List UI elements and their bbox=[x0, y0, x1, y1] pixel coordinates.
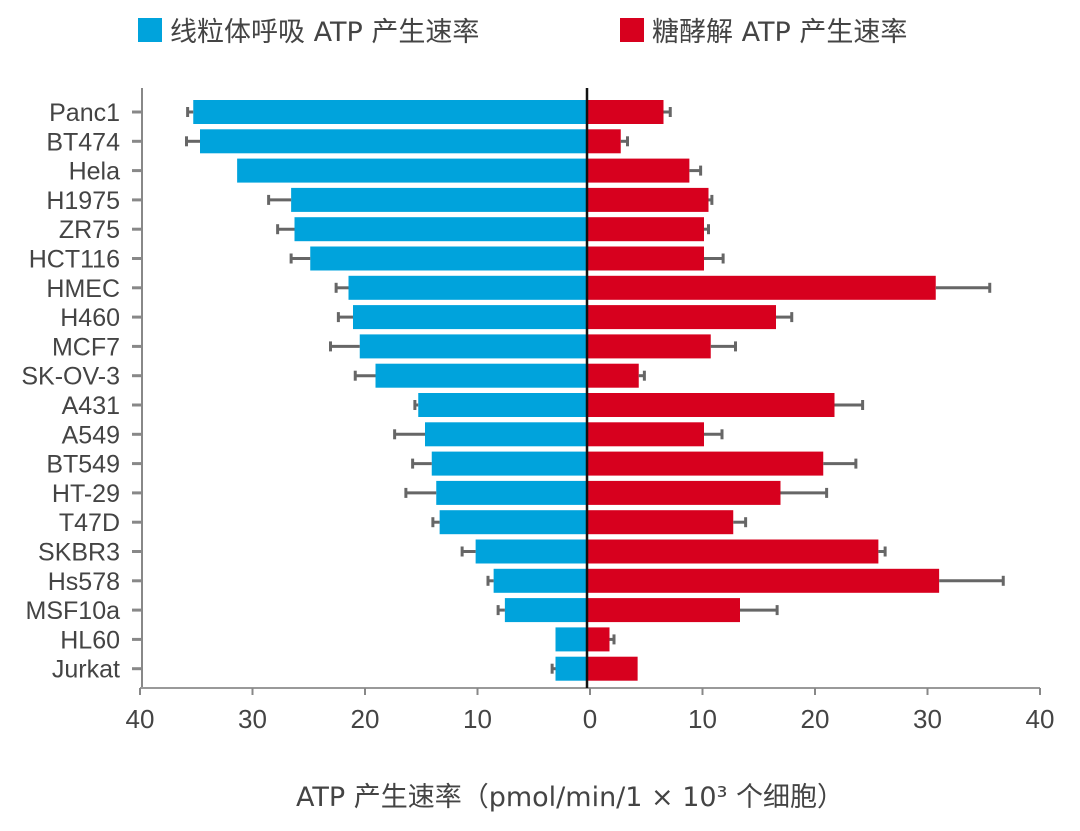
bar-glyco bbox=[587, 510, 734, 535]
bar-mito bbox=[200, 129, 587, 154]
x-tick-label: 30 bbox=[913, 704, 942, 734]
y-tick-label: MSF10a bbox=[26, 597, 121, 625]
y-tick-label: Jurkat bbox=[52, 656, 120, 684]
bar-mito bbox=[555, 656, 587, 681]
bar-mito bbox=[237, 158, 587, 183]
bar-glyco bbox=[587, 568, 940, 593]
y-tick-label: BT474 bbox=[46, 128, 120, 156]
legend-swatch-glyco bbox=[620, 17, 644, 42]
x-tick-label: 10 bbox=[463, 704, 492, 734]
bar-glyco bbox=[587, 305, 776, 330]
bar-glyco bbox=[587, 100, 664, 124]
legend-swatch-mito bbox=[138, 17, 162, 42]
y-tick-label: BT549 bbox=[46, 451, 120, 479]
x-tick-label: 0 bbox=[583, 704, 597, 734]
bar-glyco bbox=[587, 363, 639, 388]
bar-glyco bbox=[587, 656, 638, 681]
bar-glyco bbox=[587, 539, 879, 564]
bar-glyco bbox=[587, 217, 704, 242]
bar-glyco bbox=[587, 480, 781, 505]
x-tick-label: 30 bbox=[238, 704, 267, 734]
legend-label-glyco: 糖酵解 ATP 产生速率 bbox=[652, 17, 908, 48]
y-tick-label: SKBR3 bbox=[38, 539, 120, 567]
bar-mito bbox=[193, 100, 587, 124]
legend-item-glyco: 糖酵解 ATP 产生速率 bbox=[620, 10, 907, 49]
x-tick-label: 20 bbox=[351, 704, 380, 734]
y-tick-label: SK-OV-3 bbox=[21, 363, 120, 391]
bar-glyco bbox=[587, 158, 690, 183]
y-tick-label: ZR75 bbox=[59, 216, 120, 244]
bar-glyco bbox=[587, 598, 740, 623]
y-tick-label: HMEC bbox=[46, 275, 120, 303]
y-tick-label: A431 bbox=[62, 392, 120, 420]
y-tick-label: H460 bbox=[60, 304, 120, 332]
bar-mito bbox=[291, 187, 587, 212]
x-tick-label: 40 bbox=[126, 704, 155, 734]
bar-glyco bbox=[587, 129, 621, 154]
bar-mito bbox=[353, 305, 587, 330]
bar-mito bbox=[425, 422, 587, 447]
bar-glyco bbox=[587, 334, 711, 359]
legend-item-mito: 线粒体呼吸 ATP 产生速率 bbox=[138, 10, 479, 49]
bar-mito bbox=[504, 598, 587, 623]
y-tick-label: Hela bbox=[69, 158, 121, 186]
bar-mito bbox=[375, 363, 587, 388]
bar-glyco bbox=[587, 187, 709, 212]
bar-glyco bbox=[587, 246, 704, 271]
bar-mito bbox=[348, 275, 587, 300]
y-tick-label: Hs578 bbox=[48, 568, 120, 596]
bar-mito bbox=[555, 627, 587, 652]
y-tick-label: A549 bbox=[62, 421, 120, 449]
x-tick-label: 40 bbox=[1026, 704, 1055, 734]
bar-glyco bbox=[587, 451, 824, 476]
bar-glyco bbox=[587, 275, 936, 300]
y-tick-label: MCF7 bbox=[52, 333, 120, 361]
y-tick-label: H1975 bbox=[46, 187, 120, 215]
bar-mito bbox=[431, 451, 587, 476]
bar-mito bbox=[359, 334, 587, 359]
bar-mito bbox=[418, 393, 587, 417]
bar-glyco bbox=[587, 393, 835, 417]
bar-mito bbox=[493, 568, 587, 593]
bar-mito bbox=[310, 246, 587, 271]
x-axis-label: ATP 产生速率（pmol/min/1 × 10³ 个细胞） bbox=[295, 782, 845, 813]
bar-mito bbox=[475, 539, 587, 564]
legend-label-mito: 线粒体呼吸 ATP 产生速率 bbox=[170, 17, 480, 48]
bar-glyco bbox=[587, 422, 704, 447]
y-tick-label: Panc1 bbox=[49, 99, 120, 127]
y-tick-label: HCT116 bbox=[29, 246, 120, 274]
y-tick-label: T47D bbox=[59, 509, 120, 537]
y-tick-label: HT-29 bbox=[52, 480, 120, 508]
x-tick-label: 20 bbox=[801, 704, 830, 734]
bar-glyco bbox=[587, 627, 610, 652]
bar-mito bbox=[439, 510, 587, 535]
bar-mito bbox=[436, 480, 587, 505]
bar-mito bbox=[294, 217, 587, 242]
x-tick-label: 10 bbox=[688, 704, 717, 734]
y-tick-label: HL60 bbox=[60, 626, 120, 654]
